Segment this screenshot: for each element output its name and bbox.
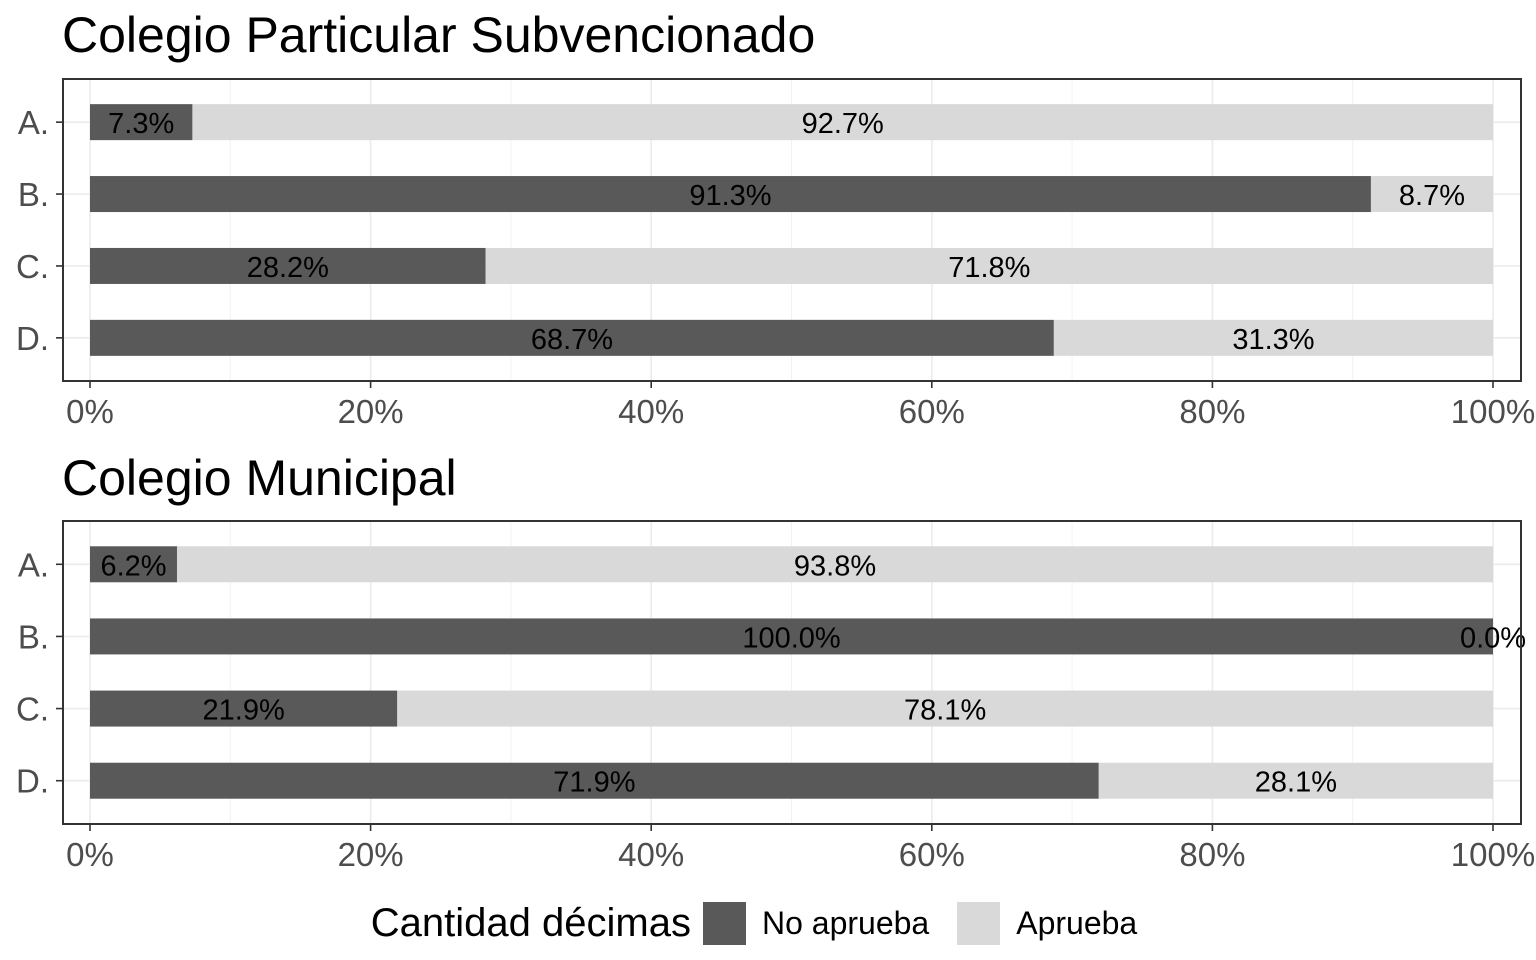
legend-label-aprueba: Aprueba — [1016, 904, 1138, 941]
legend-title: Cantidad décimas — [370, 900, 691, 945]
panel-1-y-tick-label: B. — [18, 176, 49, 213]
panel-2-data-label: 93.8% — [794, 550, 876, 582]
panel-2-y-tick-label: A. — [18, 546, 49, 583]
panel-1-x-tick-label: 100% — [1451, 393, 1535, 430]
panel-2-x-tick-label: 0% — [66, 836, 114, 873]
panel-1-x-tick-label: 80% — [1179, 393, 1245, 430]
panel-1-data-label: 68.7% — [531, 324, 613, 356]
panel-2-y-tick-label: D. — [16, 763, 49, 800]
panel-2-bar-aprueba — [176, 546, 1494, 583]
panel-1-x-tick-label: 60% — [899, 393, 965, 430]
legend-label-no-aprueba: No aprueba — [761, 904, 930, 941]
panel-2-title: Colegio Municipal — [62, 450, 457, 506]
panel-1-x-tick-label: 40% — [618, 393, 684, 430]
panel-1-title: Colegio Particular Subvencionado — [62, 7, 815, 63]
panel-2-data-label: 21.9% — [203, 695, 285, 727]
panel-1-y-tick-label: D. — [16, 320, 49, 357]
panel-1-y-tick-label: C. — [16, 248, 49, 285]
panel-2-bar-no-aprueba — [90, 618, 1493, 655]
panel-2-data-label: 100.0% — [742, 622, 840, 654]
panel-2-x-tick-label: 60% — [899, 836, 965, 873]
panel-1-bar-aprueba — [192, 104, 1494, 141]
panel-2-data-label: 78.1% — [904, 695, 986, 727]
panel-1-data-label: 91.3% — [689, 180, 771, 212]
panel-2-bar-no-aprueba — [90, 546, 177, 583]
panel-1-bar-no-aprueba — [90, 247, 486, 284]
panel-2-x-tick-label: 40% — [618, 836, 684, 873]
panel-1-bar-aprueba — [485, 247, 1493, 284]
panel-1-border — [62, 78, 1522, 382]
panel-1-x-tick-label: 0% — [66, 393, 114, 430]
panel-1-data-label: 71.8% — [948, 252, 1030, 284]
panel-1-bar-no-aprueba — [90, 176, 1371, 213]
panel-2-border — [62, 520, 1522, 825]
legend-item-aprueba: Aprueba — [957, 901, 1151, 945]
panel-2-bar-no-aprueba — [90, 690, 398, 727]
panel-2-x-tick-label: 80% — [1179, 836, 1245, 873]
legend-swatch-no-aprueba — [702, 901, 746, 945]
panel-2-data-label: 0.0% — [1460, 622, 1526, 654]
panel-2-x-tick-label: 20% — [338, 836, 404, 873]
legend-swatch-aprueba — [957, 901, 1001, 945]
panel-2-x-tick-label: 100% — [1451, 836, 1535, 873]
panel-2-bar-aprueba — [397, 690, 1494, 727]
panel-1-bar-no-aprueba — [90, 104, 193, 141]
panel-1-data-label: 28.2% — [247, 252, 329, 284]
panel-1-data-label: 8.7% — [1399, 180, 1465, 212]
panel-1-y-tick-label: A. — [18, 104, 49, 141]
panel-1-bar-aprueba — [1053, 319, 1493, 356]
panel-2-data-label: 28.1% — [1255, 767, 1337, 799]
panel-2-bar-aprueba — [1098, 762, 1493, 799]
panel-2-data-label: 71.9% — [553, 767, 635, 799]
legend: Cantidad décimas No aprueba Aprueba — [0, 895, 1536, 951]
panel-1-data-label: 7.3% — [108, 108, 174, 140]
panel-1-bar-aprueba — [1370, 176, 1493, 213]
panel-2-y-tick-label: C. — [16, 691, 49, 728]
panel-1-bar-no-aprueba — [90, 319, 1054, 356]
panel-1-data-label: 92.7% — [802, 108, 884, 140]
panel-2-data-label: 6.2% — [100, 550, 166, 582]
panel-1-x-tick-label: 20% — [338, 393, 404, 430]
panel-2-y-tick-label: B. — [18, 618, 49, 655]
panel-2-bar-no-aprueba — [90, 762, 1099, 799]
legend-item-no-aprueba: No aprueba — [702, 901, 943, 945]
panel-1-data-label: 31.3% — [1232, 324, 1314, 356]
